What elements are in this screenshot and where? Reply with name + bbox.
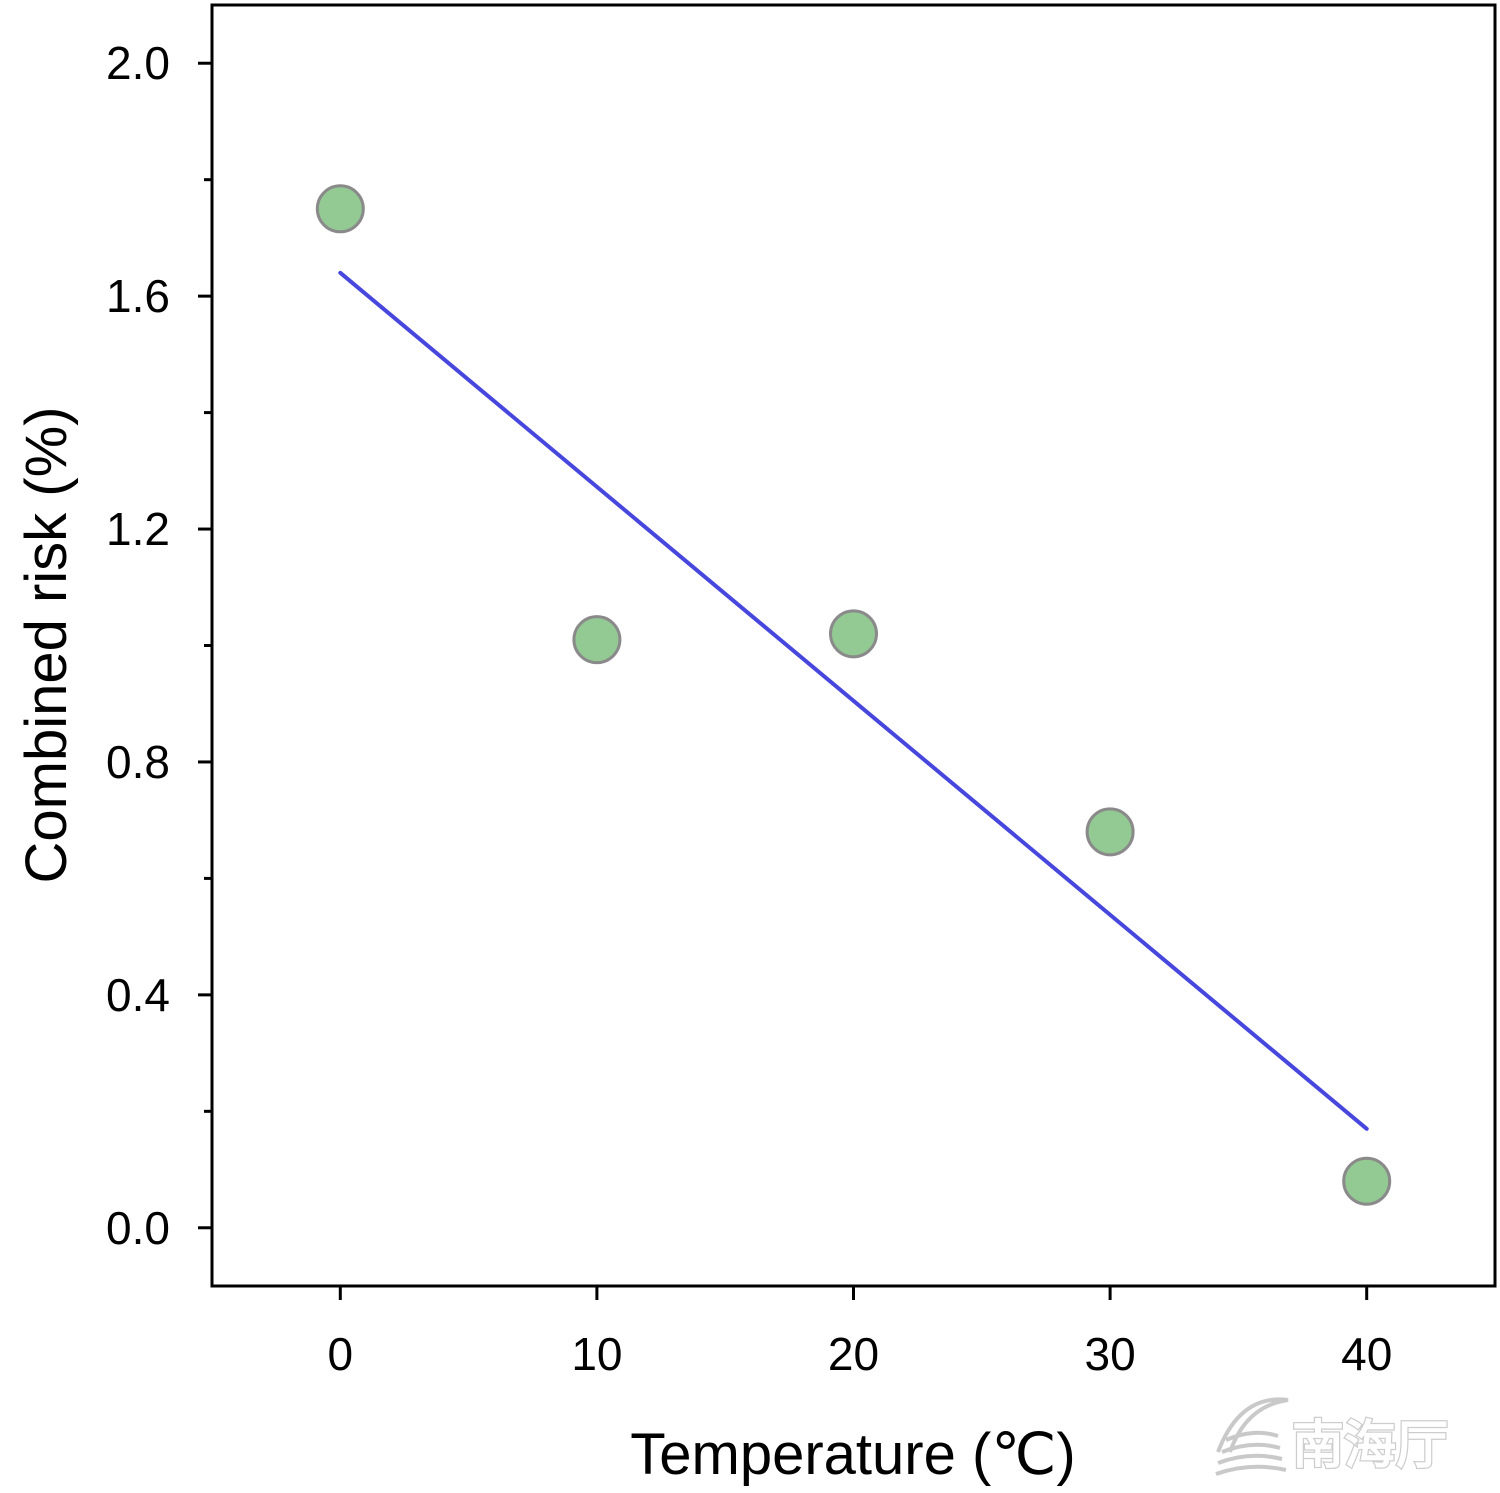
scatter-point [1085,807,1135,857]
scatter-point [1342,1156,1392,1206]
x-tick-label: 10 [571,1328,622,1380]
x-axis-title: Temperature (℃) [630,1422,1075,1487]
watermark-text: 南海厅 [1292,1416,1448,1476]
watermark-logo-icon [1215,1397,1289,1476]
fit-line [338,270,1369,1131]
y-axis-title: Combined risk (%) [14,407,79,884]
watermark: 南海厅 [1215,1397,1449,1477]
scatter-points-layer [315,184,1392,1206]
y-tick-label: 0.0 [106,1202,170,1254]
y-tick-label: 0.8 [106,736,170,788]
x-tick-label: 40 [1341,1328,1392,1380]
y-tick-label: 1.6 [106,270,170,322]
ticks-layer: 0 10 20 30 40 0.0 0.4 0.8 1.2 1.6 2.0 [106,37,1392,1380]
plot-frame [210,3,1497,1288]
x-tick-label: 0 [328,1328,354,1380]
y-tick-label: 0.4 [106,969,170,1021]
scatter-point [572,615,622,665]
scatter-point [829,609,878,659]
y-tick-label: 1.2 [106,503,170,555]
fit-line-layer [338,270,1369,1131]
x-tick-label: 20 [828,1328,879,1380]
scatter-point [315,184,365,234]
x-tick-label: 30 [1085,1328,1136,1380]
y-tick-label: 2.0 [106,37,170,89]
